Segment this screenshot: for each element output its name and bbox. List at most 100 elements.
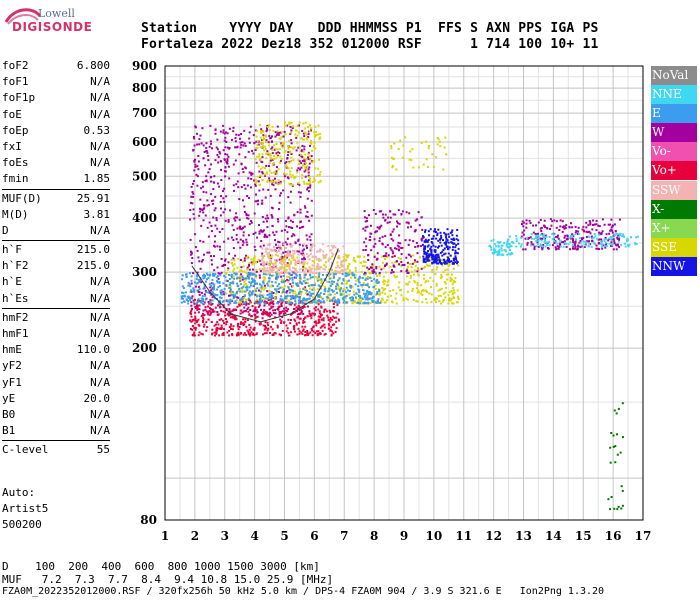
echo-point [301,325,304,328]
echo-point [192,287,195,290]
echo-point [336,283,339,286]
echo-point [597,224,600,227]
echo-point [603,223,606,226]
echo-point [401,210,404,213]
echo-point [387,254,390,257]
echo-point [544,226,546,229]
echo-point [193,137,196,140]
echo-point [394,213,397,216]
echo-point [219,214,222,217]
echo-point [300,290,303,293]
echo-point [571,234,574,237]
echo-point [452,242,455,245]
echo-point [414,281,417,284]
echo-point [447,298,450,301]
y-tick-label: 400 [132,211,157,225]
echo-point [243,142,246,145]
echo-point [291,146,294,149]
echo-point [398,234,401,237]
echo-point [274,288,276,291]
echo-point [636,235,639,238]
echo-point [607,498,610,501]
echo-point [214,273,217,276]
echo-point [429,228,432,231]
echo-point [226,132,229,135]
echo-point [362,288,365,291]
param-row: h`F 215.0 [2,242,110,258]
echo-point [301,262,304,265]
echo-point [310,249,313,252]
echo-point [334,246,337,249]
echo-point [305,182,308,185]
echo-point [430,241,433,243]
echo-point [360,284,363,287]
echo-point [230,258,233,261]
echo-point [358,277,361,279]
echo-point [265,139,268,142]
echo-point [190,304,193,307]
echo-point [243,306,246,309]
echo-point [377,298,380,301]
echo-point [438,245,440,248]
echo-point [414,219,417,222]
echo-point [342,278,345,280]
echo-point [596,247,599,250]
echo-point [208,302,211,305]
echo-point [412,298,415,301]
echo-point [298,332,301,335]
echo-point [427,238,430,241]
echo-point [431,262,434,265]
echo-point [255,155,258,158]
echo-point [304,298,307,301]
echo-point [266,220,268,223]
echo-point [300,153,303,156]
echo-point [592,219,594,222]
echo-point [573,247,576,250]
echo-point [245,241,248,244]
echo-point [389,233,392,236]
echo-point [262,144,265,147]
echo-point [585,226,588,229]
echo-point [182,287,185,290]
echo-point [216,266,219,269]
echo-point [374,231,377,234]
echo-point [443,262,446,265]
echo-point [214,334,216,337]
echo-point [314,299,317,302]
echo-point [609,223,612,226]
echo-point [277,268,280,271]
echo-point [252,134,255,137]
echo-point [276,247,279,249]
echo-point [543,237,545,240]
echo-point [317,330,320,333]
echo-point [233,294,236,297]
echo-point [426,254,428,257]
echo-point [402,296,405,299]
echo-point [451,248,454,251]
echo-point [310,243,312,246]
echo-point [300,252,303,255]
legend-item: SSE [651,237,697,257]
echo-point [192,208,195,211]
echo-point [299,290,302,293]
echo-point [422,235,424,238]
echo-point [307,133,310,136]
echo-point [447,248,450,251]
echo-point [553,240,555,243]
echo-point [260,230,263,233]
echo-point [315,306,317,309]
echo-point [302,132,305,135]
echo-point [298,279,301,281]
echo-point [577,233,579,235]
echo-point [293,303,296,306]
echo-point [416,245,419,248]
echo-point [278,250,280,252]
echo-point [217,323,220,326]
param-value: N/A [90,291,110,305]
echo-point [230,299,233,302]
echo-point [233,315,236,318]
echo-point [423,277,426,280]
echo-point [521,231,524,234]
echo-point [296,250,299,253]
echo-point [260,286,263,289]
